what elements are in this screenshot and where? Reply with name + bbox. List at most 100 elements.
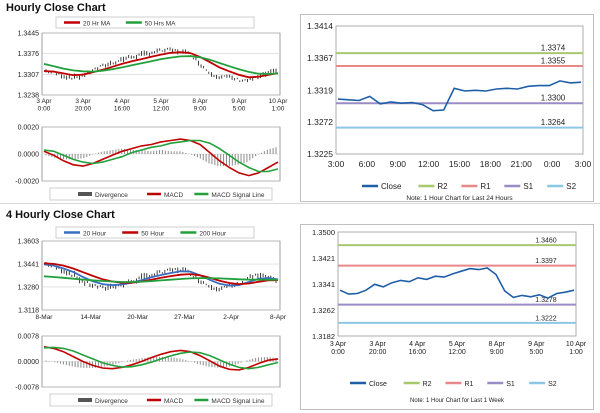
y-tick-label: 0.0078 [18, 334, 40, 341]
hourly-close-chart: 1.3414 1.3367 1.3319 1.3272 1.3225 1.3374 1.33… [300, 14, 594, 202]
y-tick-label: 1.3182 [312, 332, 335, 341]
x-tick-label: 3:00 [575, 159, 592, 169]
level-label-s2: 1.3222 [535, 315, 557, 322]
macd-signal-line [43, 139, 279, 173]
y-tick-label: 1.3445 [18, 31, 40, 38]
legend-label: Close [369, 381, 387, 388]
legend-label: S2 [548, 381, 557, 388]
legend-box [55, 226, 255, 239]
x-tick-label: 10 Apr [269, 98, 289, 105]
legend-label: R2 [423, 381, 432, 388]
x-tick-label: 4 Apr [114, 98, 130, 105]
four-hourly-section-title: 4 Hourly Close Chart [6, 209, 115, 221]
level-label-s1: 1.3278 [535, 297, 557, 304]
close-line [337, 80, 582, 112]
x-tick-label: 15:00 [449, 159, 471, 169]
ma-line-50-hrs-ma [43, 55, 279, 75]
x-tick-label: 4 Apr [409, 341, 426, 348]
x-tick-label: 10 Apr [566, 341, 587, 348]
plot-area [41, 32, 281, 96]
x-tick-label: 9 Apr [231, 98, 247, 105]
y-tick-label: 1.3262 [312, 306, 335, 315]
close-line [339, 267, 575, 299]
x-tick-label: 20:00 [75, 106, 92, 113]
x-tick-label: 5:00 [530, 349, 544, 356]
y-tick-label: -0.0078 [15, 385, 39, 392]
y-tick-label: 1.3272 [307, 117, 333, 127]
x-tick-label: 6:00 [359, 159, 376, 169]
y-tick-label: 1.3421 [312, 254, 335, 263]
x-tick-label: 0:00 [38, 106, 51, 113]
x-tick-label: 20-Mar [127, 314, 148, 321]
x-tick-label: 1:00 [272, 106, 285, 113]
x-tick-label: 9:00 [389, 159, 406, 169]
y-tick-label: 1.3319 [307, 85, 333, 95]
level-label-r2: 1.3374 [541, 44, 566, 53]
y-tick-label: 0.0020 [18, 125, 40, 132]
y-tick-label: 1.3367 [307, 53, 333, 63]
x-tick-label: 1:00 [569, 349, 583, 356]
macd-line [43, 138, 279, 177]
x-tick-label: 0:00 [544, 159, 561, 169]
legend-label: 20 Hour [83, 231, 107, 238]
y-tick-label: 1.3341 [312, 280, 335, 289]
x-tick-label: 8 Apr [192, 98, 208, 105]
x-tick-label: 8 Apr [488, 341, 505, 348]
y-tick-label: 1.3238 [18, 93, 40, 100]
legend-label: R2 [437, 182, 448, 191]
legend-label: S1 [523, 182, 533, 191]
legend-label: 200 Hour [199, 231, 227, 238]
chart-note: Note: 1 Hour Chart for Last 24 Hours [406, 195, 513, 202]
macd-line [43, 346, 279, 371]
level-label-r2: 1.3460 [535, 238, 557, 245]
legend-swatch [78, 192, 92, 196]
plot-area [337, 231, 577, 337]
legend-label: S1 [506, 381, 515, 388]
y-tick-label: 0.0000 [18, 359, 40, 366]
legend-label: S2 [566, 182, 576, 191]
x-tick-label: 16:00 [114, 106, 131, 113]
x-tick-label: 14-Mar [81, 314, 102, 321]
level-label-s1: 1.3300 [541, 94, 566, 103]
x-tick-label: 8-Apr [270, 314, 287, 321]
x-tick-label: 16:00 [409, 349, 427, 356]
hourly-section-title: Hourly Close Chart [6, 2, 106, 14]
level-label-r1: 1.3355 [541, 56, 566, 65]
x-tick-label: 21:00 [511, 159, 533, 169]
four-hourly-close-chart: 1.3500 1.3421 1.3341 1.3262 1.3182 1.3460 1.33… [300, 224, 594, 410]
x-tick-label: 0:00 [331, 349, 345, 356]
x-tick-label: 3 Apr [36, 98, 52, 105]
x-tick-label: 12:00 [448, 349, 466, 356]
ma-line-50-hour [43, 262, 279, 286]
x-tick-label: 12:00 [153, 106, 170, 113]
legend-label: R1 [480, 182, 491, 191]
legend-swatch [78, 398, 92, 402]
chart-note: Note: 1 Hour Chart for Last 1 Week [410, 398, 505, 404]
x-tick-label: 8-Mar [36, 314, 54, 321]
y-tick-label: 1.3280 [18, 284, 40, 291]
ma-line-200-hour [43, 275, 278, 283]
y-tick-label: -0.0020 [15, 179, 39, 186]
ma-line-20-hr-ma [43, 51, 279, 79]
x-tick-label: 3 Apr [330, 341, 347, 348]
y-tick-label: 1.3307 [18, 72, 40, 79]
legend-label: MACD Signal Line [211, 398, 264, 405]
x-tick-label: 5:00 [233, 106, 246, 113]
macd-signal-line [43, 346, 279, 370]
level-label-r1: 1.3397 [535, 258, 557, 265]
x-tick-label: 12:00 [418, 159, 440, 169]
x-tick-label: 9:00 [490, 349, 504, 356]
x-tick-label: 5 Apr [449, 341, 466, 348]
x-tick-label: 20:00 [369, 349, 387, 356]
x-tick-label: 2-Apr [223, 314, 240, 321]
x-tick-label: 5 Apr [153, 98, 169, 105]
y-tick-label: 1.3376 [18, 51, 40, 58]
x-tick-label: 18:00 [480, 159, 502, 169]
y-tick-label: 0.0000 [18, 152, 40, 159]
y-tick-label: 1.3225 [307, 149, 333, 159]
legend-label: 50 Hrs MA [145, 21, 176, 28]
legend-label: R1 [464, 381, 473, 388]
legend-label: MACD Signal Line [211, 192, 264, 199]
